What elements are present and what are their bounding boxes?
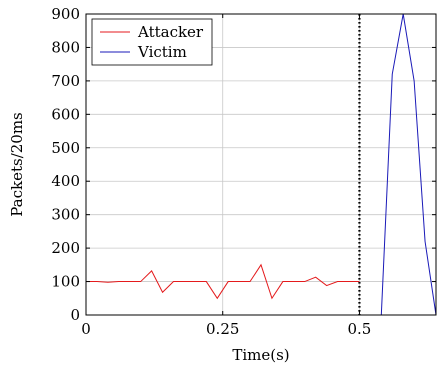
y-tick-label: 400 xyxy=(51,172,80,190)
x-tick-label: 0.5 xyxy=(348,320,372,338)
plot-frame xyxy=(85,13,437,316)
y-tick-label: 600 xyxy=(51,105,80,123)
legend: Attacker Victim xyxy=(91,18,213,66)
y-tick-label: 300 xyxy=(51,206,80,224)
y-tick-label: 800 xyxy=(51,38,80,56)
legend-label-attacker: Attacker xyxy=(137,23,204,41)
y-tick-label: 500 xyxy=(51,139,80,157)
x-tick-label: 0.25 xyxy=(206,320,239,338)
series-layer xyxy=(86,13,437,316)
legend-box xyxy=(91,18,213,66)
y-axis-label: Packets/20ms xyxy=(8,112,26,217)
x-tick-label: 0 xyxy=(81,320,91,338)
series-line-victim xyxy=(380,13,437,316)
y-tick-label: 700 xyxy=(51,72,80,90)
x-axis-label: Time(s) xyxy=(232,346,289,364)
y-tick-label: 200 xyxy=(51,239,80,257)
series-line-attacker xyxy=(86,263,360,300)
legend-label-victim: Victim xyxy=(137,43,187,61)
tick-labels: 0 100 200 300 400 500 600 700 800 900 0 0.25 0.5 xyxy=(51,5,436,338)
y-tick-label: 100 xyxy=(51,273,80,291)
y-tick-label: 0 xyxy=(70,306,80,324)
y-tick-label: 900 xyxy=(51,5,80,23)
